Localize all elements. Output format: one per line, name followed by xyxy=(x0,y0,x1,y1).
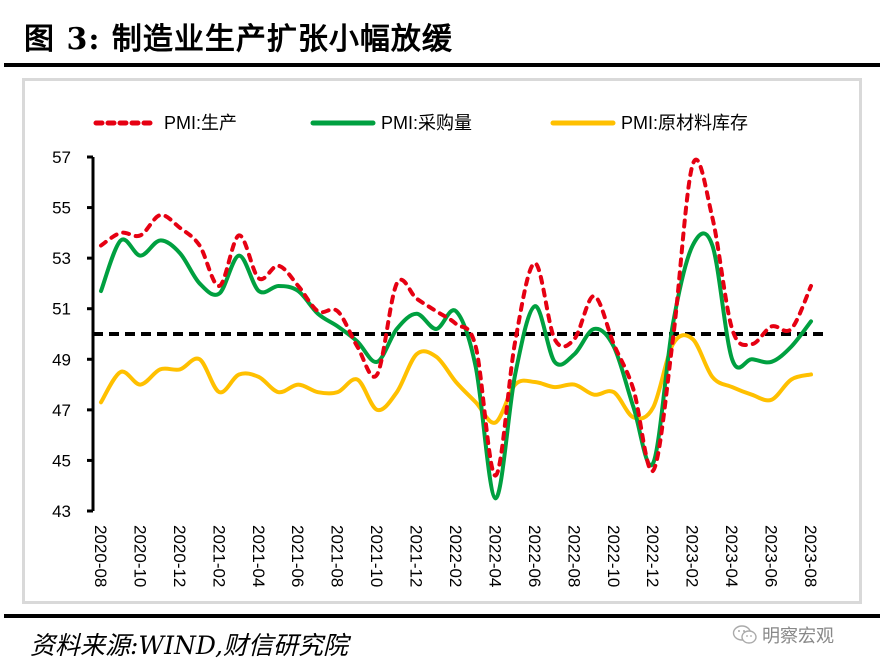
bottom-rule xyxy=(4,614,880,618)
x-tick-label: 2020-10 xyxy=(130,525,149,587)
chart-frame xyxy=(22,78,862,604)
x-tick-label: 2021-02 xyxy=(209,525,228,587)
x-tick-label: 2022-04 xyxy=(485,525,504,587)
figure-title: 图 3: 制造业生产扩张小幅放缓 xyxy=(24,22,453,57)
x-tick-label: 2023-02 xyxy=(683,525,702,587)
x-tick-label: 2022-02 xyxy=(446,525,465,587)
y-tick-label: 43 xyxy=(52,502,71,521)
series-line-2 xyxy=(99,333,813,425)
x-tick-label: 2020-08 xyxy=(91,525,110,587)
x-tick-label: 2021-08 xyxy=(328,525,347,587)
legend-label-0: PMI:生产 xyxy=(164,113,237,133)
x-tick-label: 2020-12 xyxy=(170,525,189,587)
x-tick-label: 2021-06 xyxy=(288,525,307,587)
y-tick-label: 49 xyxy=(52,350,71,369)
x-axis: 2020-08 2020-10 2020-12 2021-02 2021-04 2021-… xyxy=(91,525,820,587)
y-tick-label: 47 xyxy=(52,401,71,420)
legend-label-1: PMI:采购量 xyxy=(381,113,472,133)
series-group xyxy=(99,157,813,501)
series-line-0 xyxy=(99,157,813,478)
x-tick-label: 2021-10 xyxy=(367,525,386,587)
legend: PMI:生产 PMI:采购量 PMI:原材料库存 xyxy=(93,113,748,133)
legend-label-2: PMI:原材料库存 xyxy=(621,113,748,133)
y-tick-label: 51 xyxy=(52,300,71,319)
source-note: 资料来源:WIND,财信研究院 xyxy=(30,631,348,660)
watermark-text: 明察宏观 xyxy=(762,626,834,647)
y-tick-label: 53 xyxy=(52,249,71,268)
x-tick-label: 2022-06 xyxy=(525,525,544,587)
y-tick-label: 57 xyxy=(52,148,71,167)
x-tick-label: 2021-04 xyxy=(249,525,268,587)
x-tick-label: 2023-04 xyxy=(722,525,741,587)
y-tick-label: 55 xyxy=(52,199,71,218)
x-tick-label: 2023-06 xyxy=(762,525,781,587)
series-line-1 xyxy=(99,231,813,501)
x-tick-label: 2021-12 xyxy=(407,525,426,587)
watermark: 明察宏观 xyxy=(732,622,834,648)
top-rule xyxy=(4,63,880,67)
x-tick-label: 2022-08 xyxy=(564,525,583,587)
x-tick-label: 2022-12 xyxy=(643,525,662,587)
wechat-icon xyxy=(732,625,757,644)
y-axis: 43 45 47 49 51 53 55 57 xyxy=(52,148,95,521)
x-tick-label: 2022-10 xyxy=(604,525,623,587)
x-tick-label: 2023-08 xyxy=(801,525,820,587)
y-tick-label: 45 xyxy=(52,451,71,470)
